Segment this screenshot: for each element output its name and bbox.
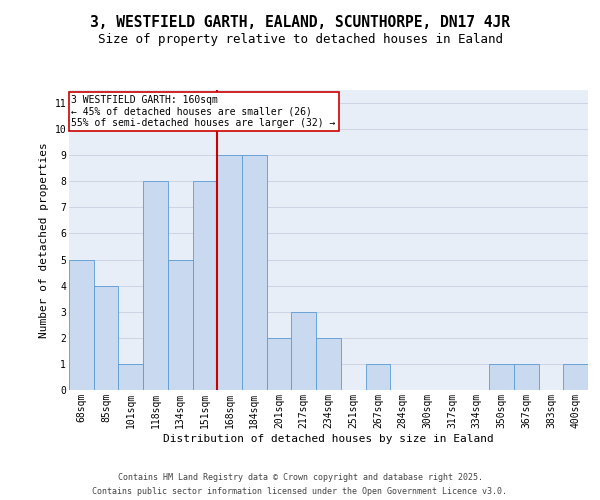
Bar bbox=[143, 182, 168, 390]
Bar bbox=[69, 260, 94, 390]
Bar bbox=[168, 260, 193, 390]
Bar bbox=[365, 364, 390, 390]
Y-axis label: Number of detached properties: Number of detached properties bbox=[39, 142, 49, 338]
Bar bbox=[267, 338, 292, 390]
Bar bbox=[316, 338, 341, 390]
Bar bbox=[489, 364, 514, 390]
Bar bbox=[242, 155, 267, 390]
X-axis label: Distribution of detached houses by size in Ealand: Distribution of detached houses by size … bbox=[163, 434, 494, 444]
Bar bbox=[563, 364, 588, 390]
Bar bbox=[514, 364, 539, 390]
Bar bbox=[217, 155, 242, 390]
Text: Size of property relative to detached houses in Ealand: Size of property relative to detached ho… bbox=[97, 32, 503, 46]
Bar bbox=[118, 364, 143, 390]
Bar bbox=[193, 182, 217, 390]
Text: Contains public sector information licensed under the Open Government Licence v3: Contains public sector information licen… bbox=[92, 488, 508, 496]
Text: Contains HM Land Registry data © Crown copyright and database right 2025.: Contains HM Land Registry data © Crown c… bbox=[118, 472, 482, 482]
Text: 3 WESTFIELD GARTH: 160sqm
← 45% of detached houses are smaller (26)
55% of semi-: 3 WESTFIELD GARTH: 160sqm ← 45% of detac… bbox=[71, 95, 336, 128]
Bar bbox=[94, 286, 118, 390]
Bar bbox=[292, 312, 316, 390]
Text: 3, WESTFIELD GARTH, EALAND, SCUNTHORPE, DN17 4JR: 3, WESTFIELD GARTH, EALAND, SCUNTHORPE, … bbox=[90, 15, 510, 30]
